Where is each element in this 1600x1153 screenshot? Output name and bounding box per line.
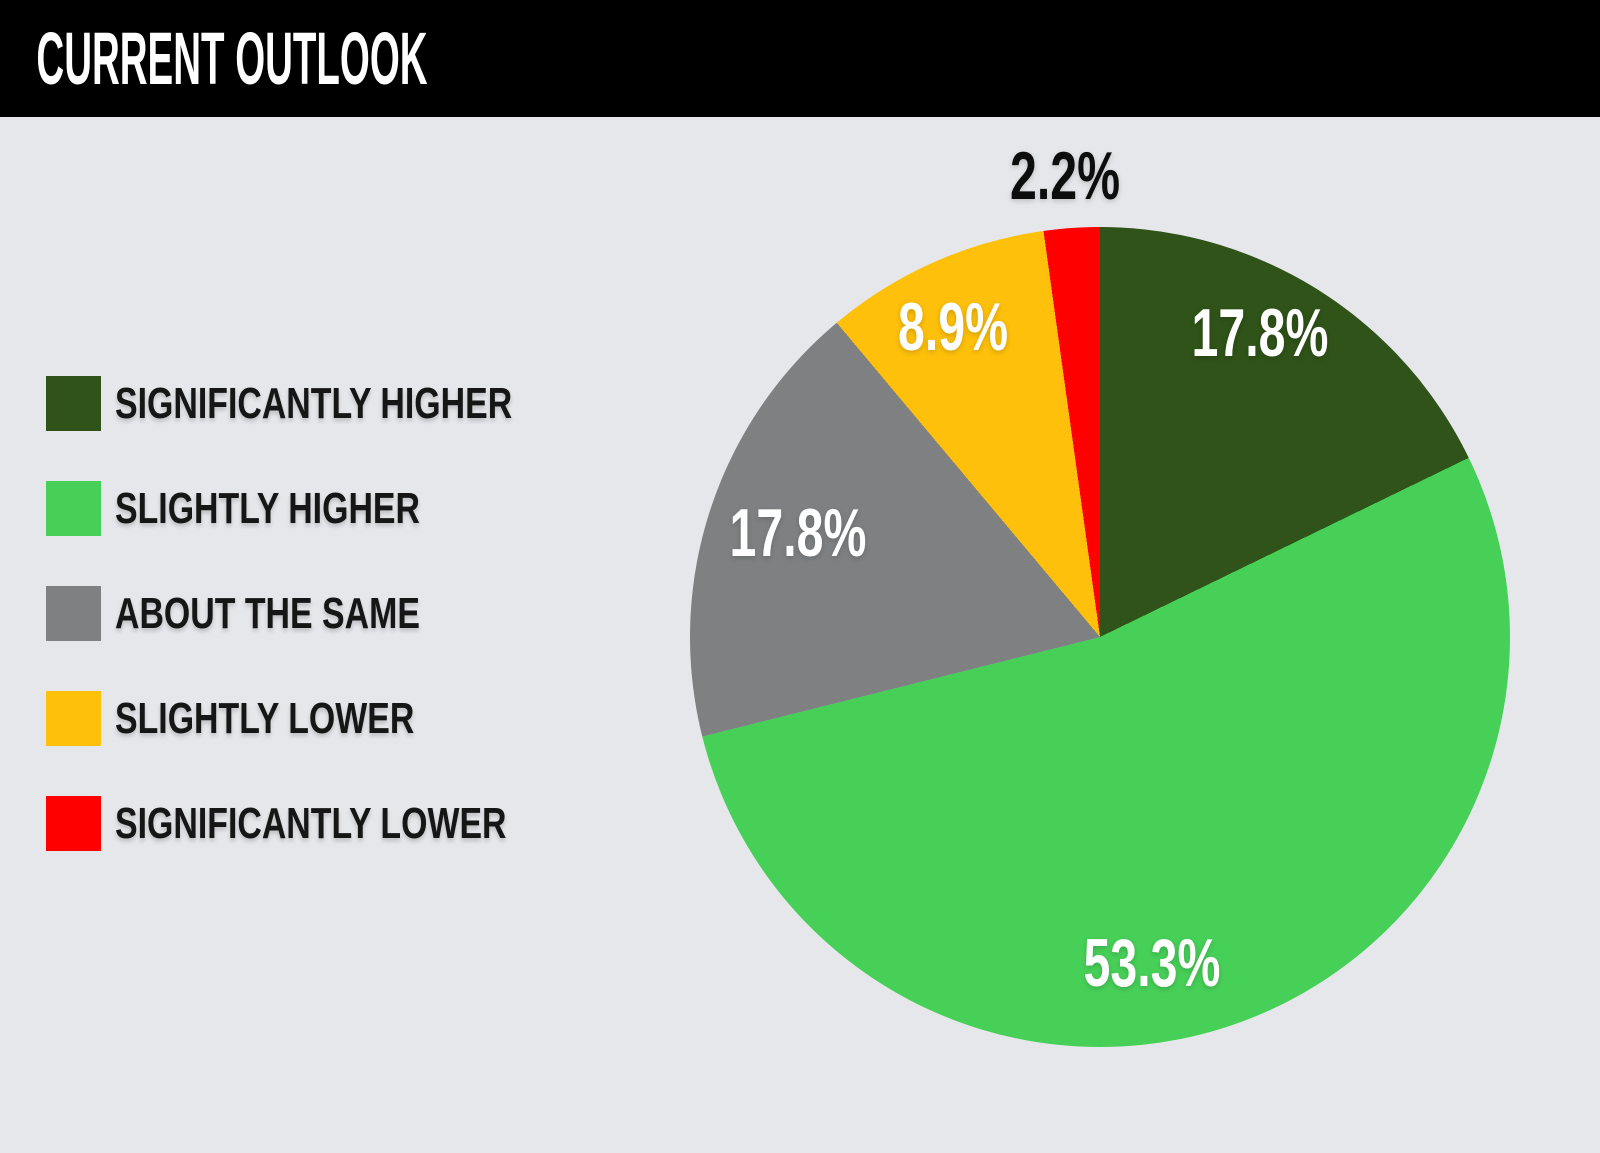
slice-label-slightly-lower: 8.9% (897, 289, 1009, 365)
legend-swatch-slightly-lower (46, 691, 101, 746)
legend-label-slightly-higher: SLIGHTLY HIGHER (115, 483, 420, 533)
page-title: CURRENT OUTLOOK (36, 17, 428, 100)
slice-label-significantly-lower: 2.2% (1009, 138, 1121, 214)
legend: SIGNIFICANTLY HIGHER SLIGHTLY HIGHER ABO… (46, 376, 631, 901)
legend-swatch-significantly-higher (46, 376, 101, 431)
slice-label-slightly-higher: 53.3% (1083, 925, 1221, 1001)
slice-label-about-the-same: 17.8% (729, 495, 867, 571)
legend-label-significantly-higher: SIGNIFICANTLY HIGHER (115, 378, 513, 428)
legend-item-significantly-higher: SIGNIFICANTLY HIGHER (46, 376, 631, 431)
pie-circle (690, 227, 1510, 1047)
legend-swatch-about-the-same (46, 586, 101, 641)
legend-swatch-slightly-higher (46, 481, 101, 536)
legend-label-about-the-same: ABOUT THE SAME (115, 588, 420, 638)
legend-item-about-the-same: ABOUT THE SAME (46, 586, 631, 641)
legend-label-slightly-lower: SLIGHTLY LOWER (115, 693, 415, 743)
legend-item-slightly-higher: SLIGHTLY HIGHER (46, 481, 631, 536)
header-bar: CURRENT OUTLOOK (0, 0, 1600, 117)
legend-swatch-significantly-lower (46, 796, 101, 851)
slice-label-significantly-higher: 17.8% (1191, 295, 1329, 371)
legend-label-significantly-lower: SIGNIFICANTLY LOWER (115, 798, 507, 848)
legend-item-significantly-lower: SIGNIFICANTLY LOWER (46, 796, 631, 851)
legend-item-slightly-lower: SLIGHTLY LOWER (46, 691, 631, 746)
